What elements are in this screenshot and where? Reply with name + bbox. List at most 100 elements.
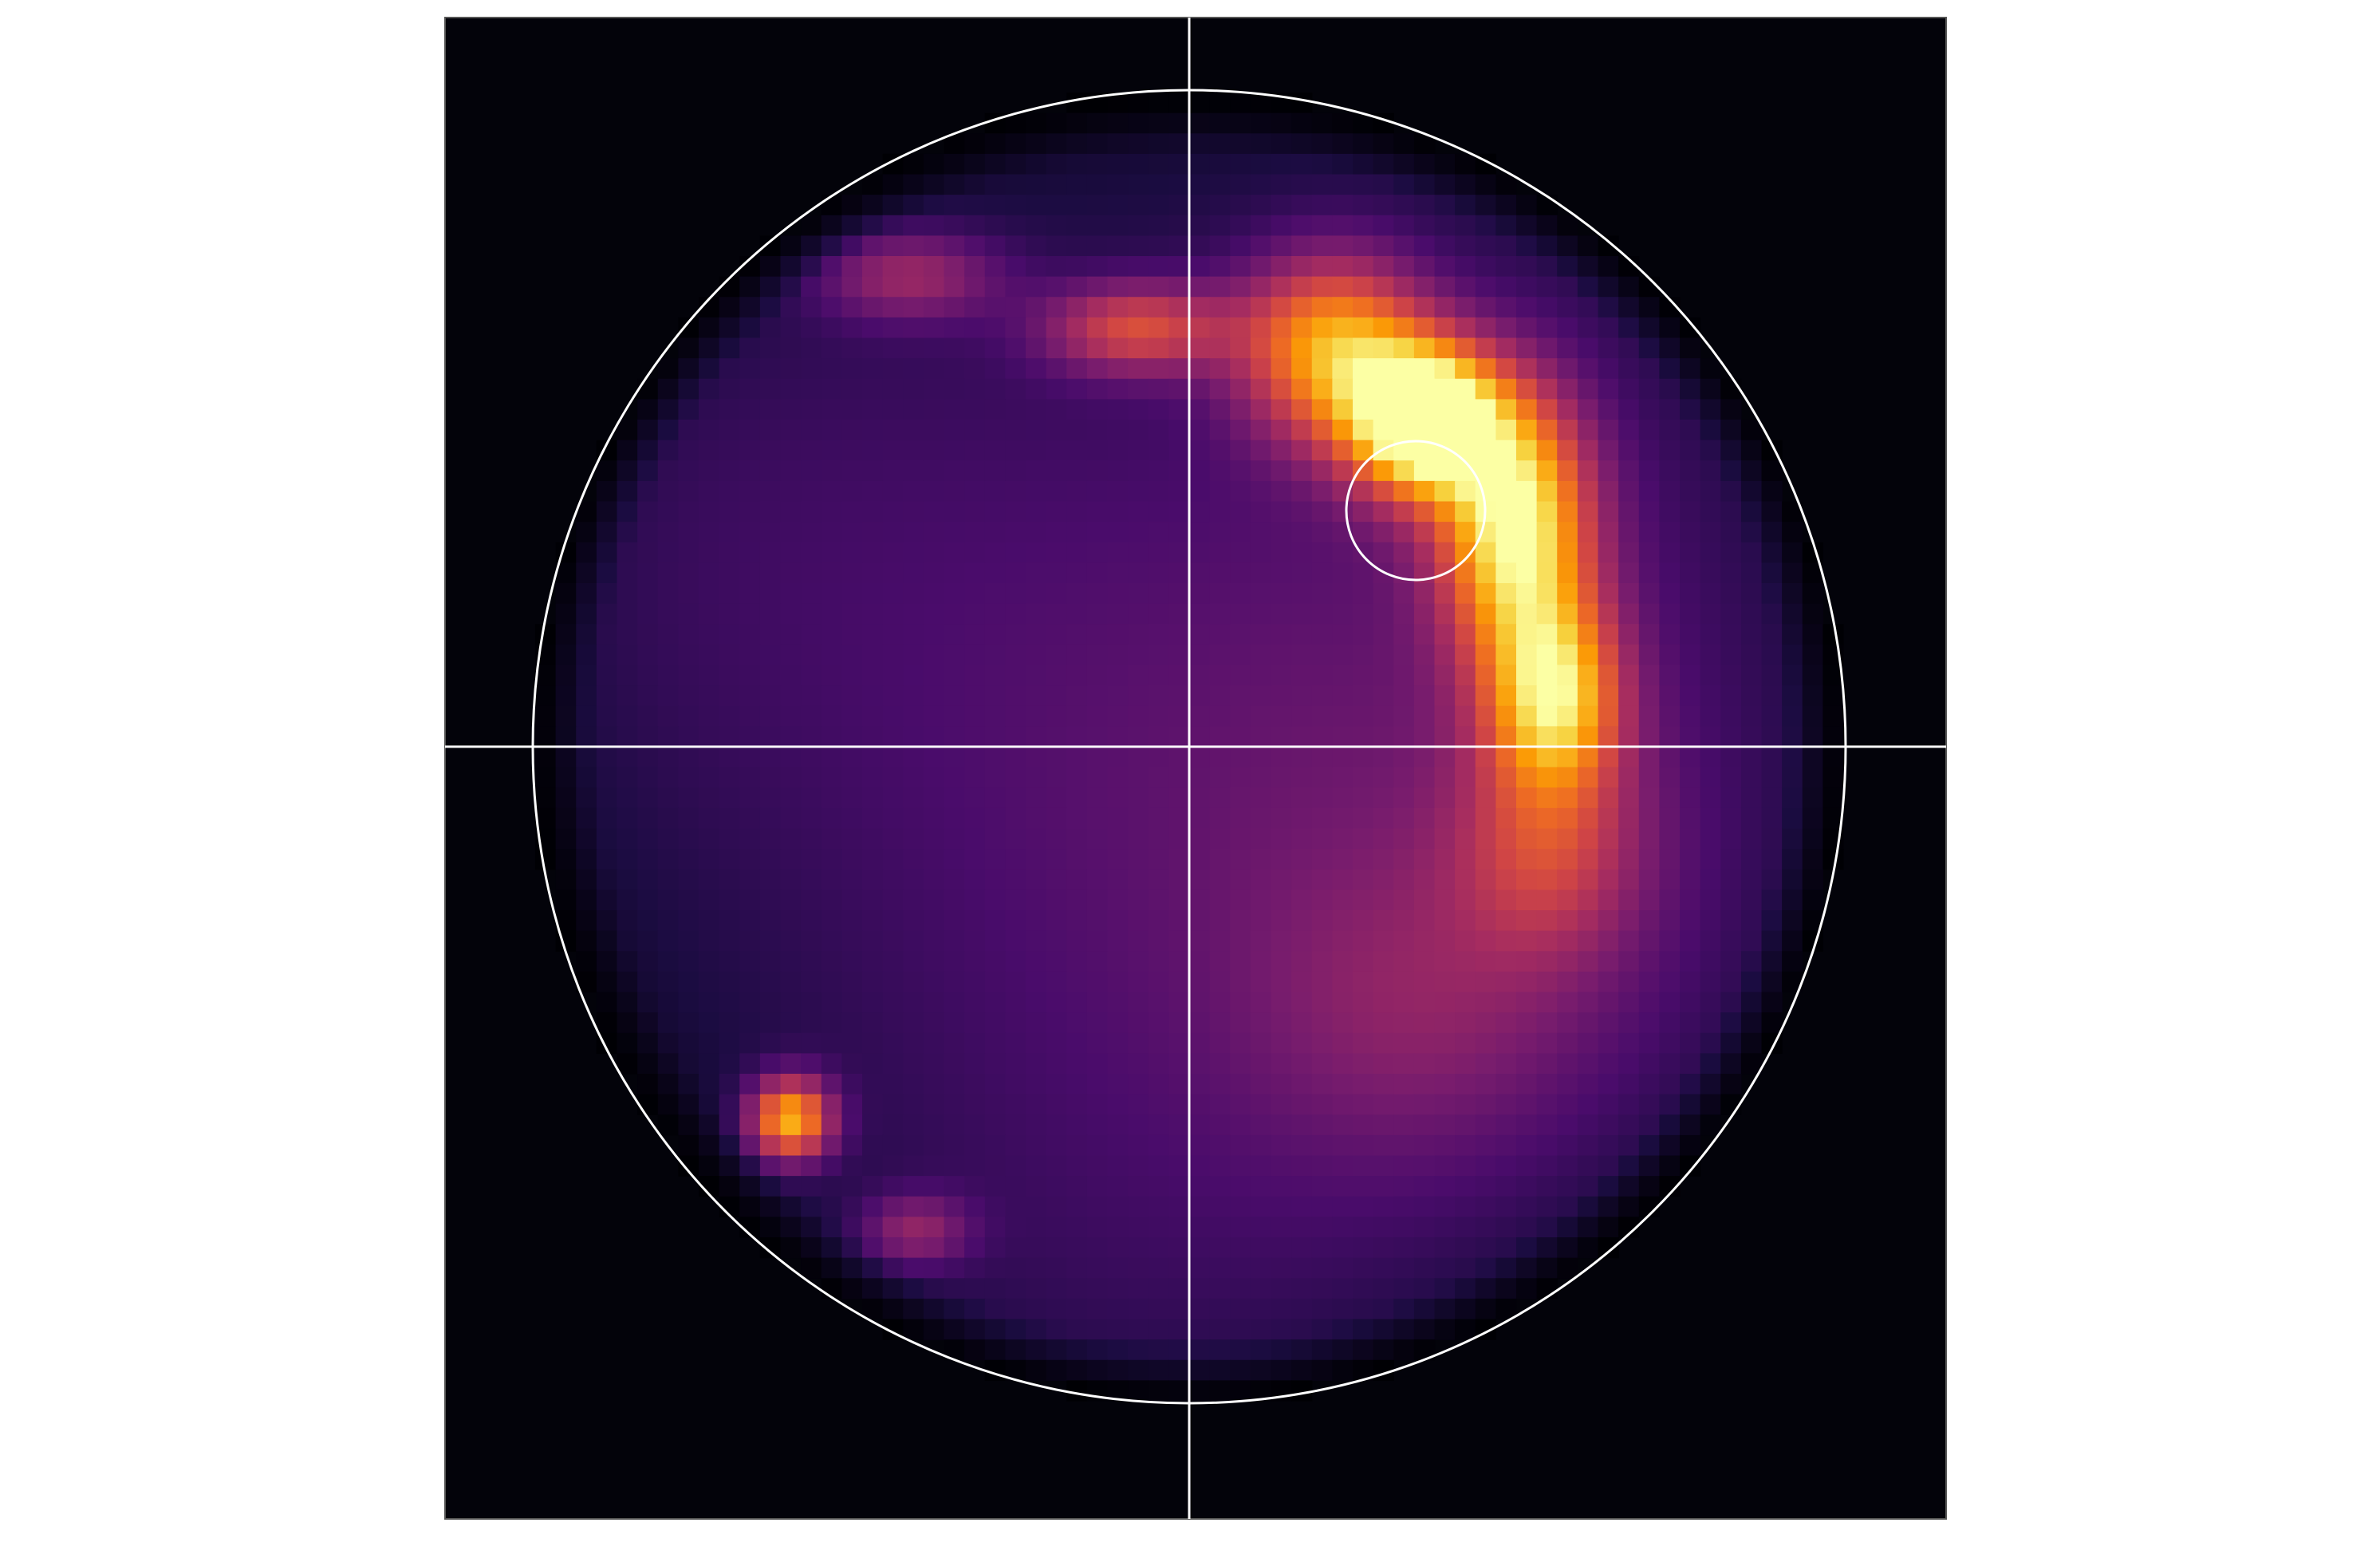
map-pixel (1536, 644, 1558, 666)
map-pixel (903, 767, 924, 788)
map-pixel (923, 849, 945, 870)
map-pixel (1168, 1094, 1190, 1115)
map-pixel (1455, 665, 1476, 686)
map-pixel (984, 1217, 1006, 1238)
map-pixel (801, 378, 822, 400)
map-pixel (862, 665, 884, 686)
map-pixel (1598, 420, 1619, 441)
map-pixel (1475, 869, 1496, 890)
map-pixel (1046, 767, 1067, 788)
map-pixel (801, 358, 822, 380)
map-pixel (1700, 930, 1721, 952)
map-pixel (780, 420, 802, 441)
map-pixel (923, 480, 945, 503)
map-pixel (1107, 256, 1129, 278)
map-pixel (1413, 1032, 1436, 1054)
map-pixel (759, 460, 782, 482)
map-pixel (821, 1053, 842, 1075)
map-pixel (964, 787, 986, 809)
map-pixel (596, 726, 618, 747)
map-pixel (1373, 1053, 1394, 1075)
map-pixel (801, 317, 822, 339)
map-pixel (1148, 726, 1169, 747)
map-pixel (1148, 256, 1169, 278)
map-pixel (882, 603, 904, 625)
map-pixel (862, 1094, 884, 1115)
map-pixel (1434, 1196, 1456, 1217)
map-pixel (1128, 1053, 1149, 1075)
map-pixel (1393, 235, 1415, 257)
map-pixel (862, 807, 884, 830)
map-pixel (964, 1237, 986, 1259)
map-pixel (1680, 1053, 1701, 1075)
map-pixel (1086, 256, 1109, 278)
map-pixel (821, 276, 842, 298)
map-pixel (1046, 1032, 1067, 1054)
map-pixel (699, 705, 720, 727)
map-pixel (841, 1196, 863, 1217)
map-pixel (1598, 644, 1619, 666)
map-pixel (944, 153, 965, 176)
map-pixel (1332, 828, 1354, 850)
map-pixel (1332, 1319, 1354, 1340)
map-pixel (1148, 195, 1169, 216)
map-pixel (1659, 1074, 1681, 1095)
map-pixel (1148, 215, 1169, 236)
map-pixel (1026, 583, 1047, 605)
map-pixel (1168, 93, 1190, 114)
map-pixel (1393, 358, 1415, 380)
map-pixel (1557, 1196, 1578, 1217)
map-pixel (1638, 1176, 1660, 1197)
map-pixel (1271, 1319, 1292, 1340)
map-pixel (1332, 767, 1354, 788)
map-pixel (1086, 1155, 1109, 1177)
map-pixel (1230, 501, 1251, 523)
map-pixel (1189, 215, 1211, 236)
map-pixel (1822, 747, 1844, 768)
map-pixel (1495, 195, 1517, 216)
map-pixel (1557, 1237, 1578, 1259)
map-pixel (1271, 807, 1292, 830)
map-pixel (801, 665, 822, 686)
map-pixel (1332, 337, 1354, 359)
map-pixel (1271, 1032, 1292, 1054)
map-pixel (1393, 869, 1415, 890)
map-pixel (1618, 624, 1640, 645)
map-pixel (1189, 807, 1211, 830)
map-pixel (1291, 787, 1313, 809)
map-pixel (841, 807, 863, 830)
map-pixel (984, 869, 1006, 890)
map-pixel (1046, 562, 1067, 584)
map-pixel (821, 337, 842, 359)
map-pixel (617, 1012, 638, 1034)
map-pixel (1209, 583, 1231, 605)
map-pixel (1311, 705, 1333, 727)
map-pixel (1026, 685, 1047, 707)
map-pixel (739, 460, 761, 482)
map-pixel (1291, 889, 1313, 911)
map-pixel (1720, 869, 1742, 890)
map-pixel (1761, 603, 1783, 625)
map-pixel (617, 603, 638, 625)
map-pixel (1168, 930, 1190, 952)
map-pixel (1393, 1257, 1415, 1279)
map-pixel (1740, 522, 1763, 543)
map-pixel (1086, 1257, 1109, 1279)
map-pixel (1353, 849, 1374, 870)
map-pixel (801, 705, 822, 727)
map-pixel (1209, 1380, 1231, 1402)
map-pixel (576, 787, 597, 809)
map-pixel (1577, 603, 1599, 625)
map-pixel (617, 807, 638, 830)
map-pixel (841, 276, 863, 298)
map-pixel (841, 910, 863, 932)
map-pixel (923, 685, 945, 707)
map-pixel (923, 501, 945, 523)
map-pixel (1148, 849, 1169, 870)
map-pixel (759, 787, 782, 809)
map-pixel (923, 1155, 945, 1177)
map-pixel (1413, 1217, 1436, 1238)
map-pixel (1066, 787, 1088, 809)
map-pixel (821, 930, 842, 952)
map-pixel (637, 562, 659, 584)
